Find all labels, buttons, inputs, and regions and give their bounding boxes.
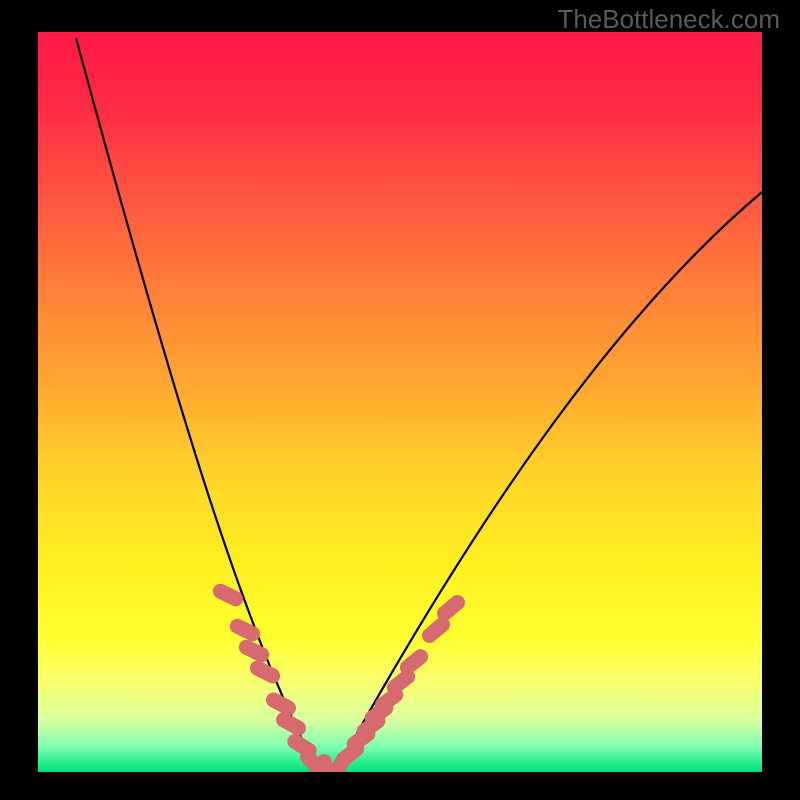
plot-area (38, 32, 762, 772)
curves-layer (38, 32, 762, 772)
curve-marker (227, 616, 262, 644)
chart-frame: TheBottleneck.com (0, 0, 800, 800)
watermark-text: TheBottleneck.com (557, 4, 780, 35)
curve-marker (236, 637, 271, 665)
